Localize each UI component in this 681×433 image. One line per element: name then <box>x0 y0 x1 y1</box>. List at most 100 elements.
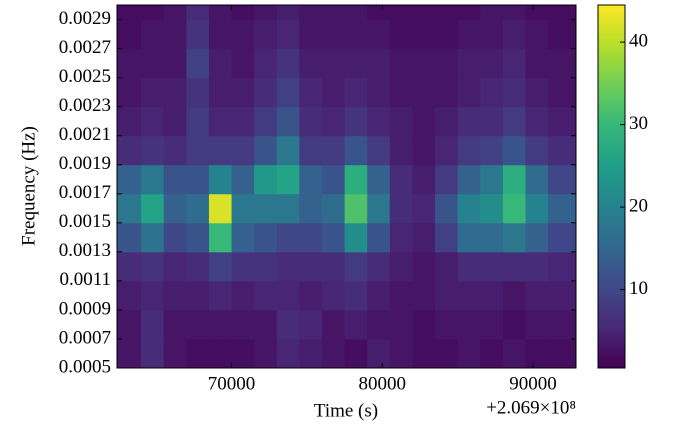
cell <box>322 135 346 166</box>
colorbar-tick-label: 30 <box>629 113 648 134</box>
y-tick-label: 0.0005 <box>59 356 111 377</box>
y-tick-label: 0.0009 <box>59 298 111 319</box>
cell <box>502 135 527 166</box>
cell <box>548 338 577 369</box>
cell <box>525 48 549 79</box>
cell <box>141 222 165 253</box>
cell <box>141 19 165 50</box>
cell <box>525 135 549 166</box>
cell <box>548 19 577 50</box>
colorbar-tick-label: 10 <box>629 278 648 299</box>
cell <box>344 19 368 50</box>
cell <box>322 106 346 137</box>
cell <box>457 309 481 340</box>
cell <box>322 77 346 108</box>
cell <box>208 338 233 369</box>
cell <box>322 48 346 79</box>
heatmap <box>117 5 577 369</box>
cell <box>435 164 459 195</box>
cell <box>322 280 346 311</box>
cell <box>457 164 481 195</box>
cell <box>322 338 346 369</box>
cell <box>435 193 459 224</box>
x-tick-label: 90000 <box>509 373 557 394</box>
y-axis-label: Frequency (Hz) <box>18 126 39 246</box>
cell <box>322 19 346 50</box>
cell <box>502 164 527 195</box>
colorbar-tick-label: 40 <box>629 30 648 51</box>
cell <box>457 280 481 311</box>
cell <box>231 5 255 21</box>
cell <box>389 280 413 311</box>
cell <box>117 251 142 282</box>
cell <box>367 193 391 224</box>
cell <box>141 77 165 108</box>
cell <box>412 280 436 311</box>
cell <box>163 77 187 108</box>
cell <box>276 280 300 311</box>
cell <box>276 222 300 253</box>
cell <box>344 135 368 166</box>
cell <box>502 280 527 311</box>
cell <box>548 164 577 195</box>
cell <box>186 19 210 50</box>
cell <box>412 338 436 369</box>
cell <box>548 193 577 224</box>
cell <box>502 222 527 253</box>
cell <box>254 106 278 137</box>
cell <box>117 135 142 166</box>
cell <box>457 77 481 108</box>
cell <box>480 164 504 195</box>
y-tick-label: 0.0021 <box>59 124 111 145</box>
cell <box>525 77 549 108</box>
cell <box>276 193 300 224</box>
cell <box>163 338 187 369</box>
x-offset-label: +2.069×10⁸ <box>486 397 576 418</box>
cell <box>389 19 413 50</box>
cell <box>163 5 187 21</box>
cell <box>276 77 300 108</box>
plot-frame <box>116 4 577 369</box>
cell <box>435 309 459 340</box>
cell <box>322 164 346 195</box>
cell <box>344 251 368 282</box>
cell <box>254 135 278 166</box>
cell <box>163 106 187 137</box>
cell <box>276 251 300 282</box>
cell <box>276 338 300 369</box>
cell <box>254 164 278 195</box>
cell <box>208 106 233 137</box>
cell <box>344 164 368 195</box>
cell <box>367 251 391 282</box>
cell <box>141 135 165 166</box>
cell <box>525 280 549 311</box>
cell <box>367 309 391 340</box>
cell <box>367 48 391 79</box>
x-axis-label: Time (s) <box>314 400 378 421</box>
cell <box>186 77 210 108</box>
cell <box>457 222 481 253</box>
cell <box>117 193 142 224</box>
cell <box>480 309 504 340</box>
cell <box>502 19 527 50</box>
cell <box>141 338 165 369</box>
cell <box>208 251 233 282</box>
x-tick-label: 80000 <box>359 373 407 394</box>
cell <box>344 309 368 340</box>
cell <box>299 106 323 137</box>
cell <box>186 106 210 137</box>
cell <box>548 48 577 79</box>
cell <box>435 280 459 311</box>
cell <box>525 193 549 224</box>
cell <box>163 19 187 50</box>
cell <box>412 164 436 195</box>
y-tick-label: 0.0013 <box>59 240 111 261</box>
cell <box>344 106 368 137</box>
cell <box>186 309 210 340</box>
cell <box>231 106 255 137</box>
cell <box>117 106 142 137</box>
cell <box>186 222 210 253</box>
cell <box>457 106 481 137</box>
cell <box>435 106 459 137</box>
cell <box>117 77 142 108</box>
